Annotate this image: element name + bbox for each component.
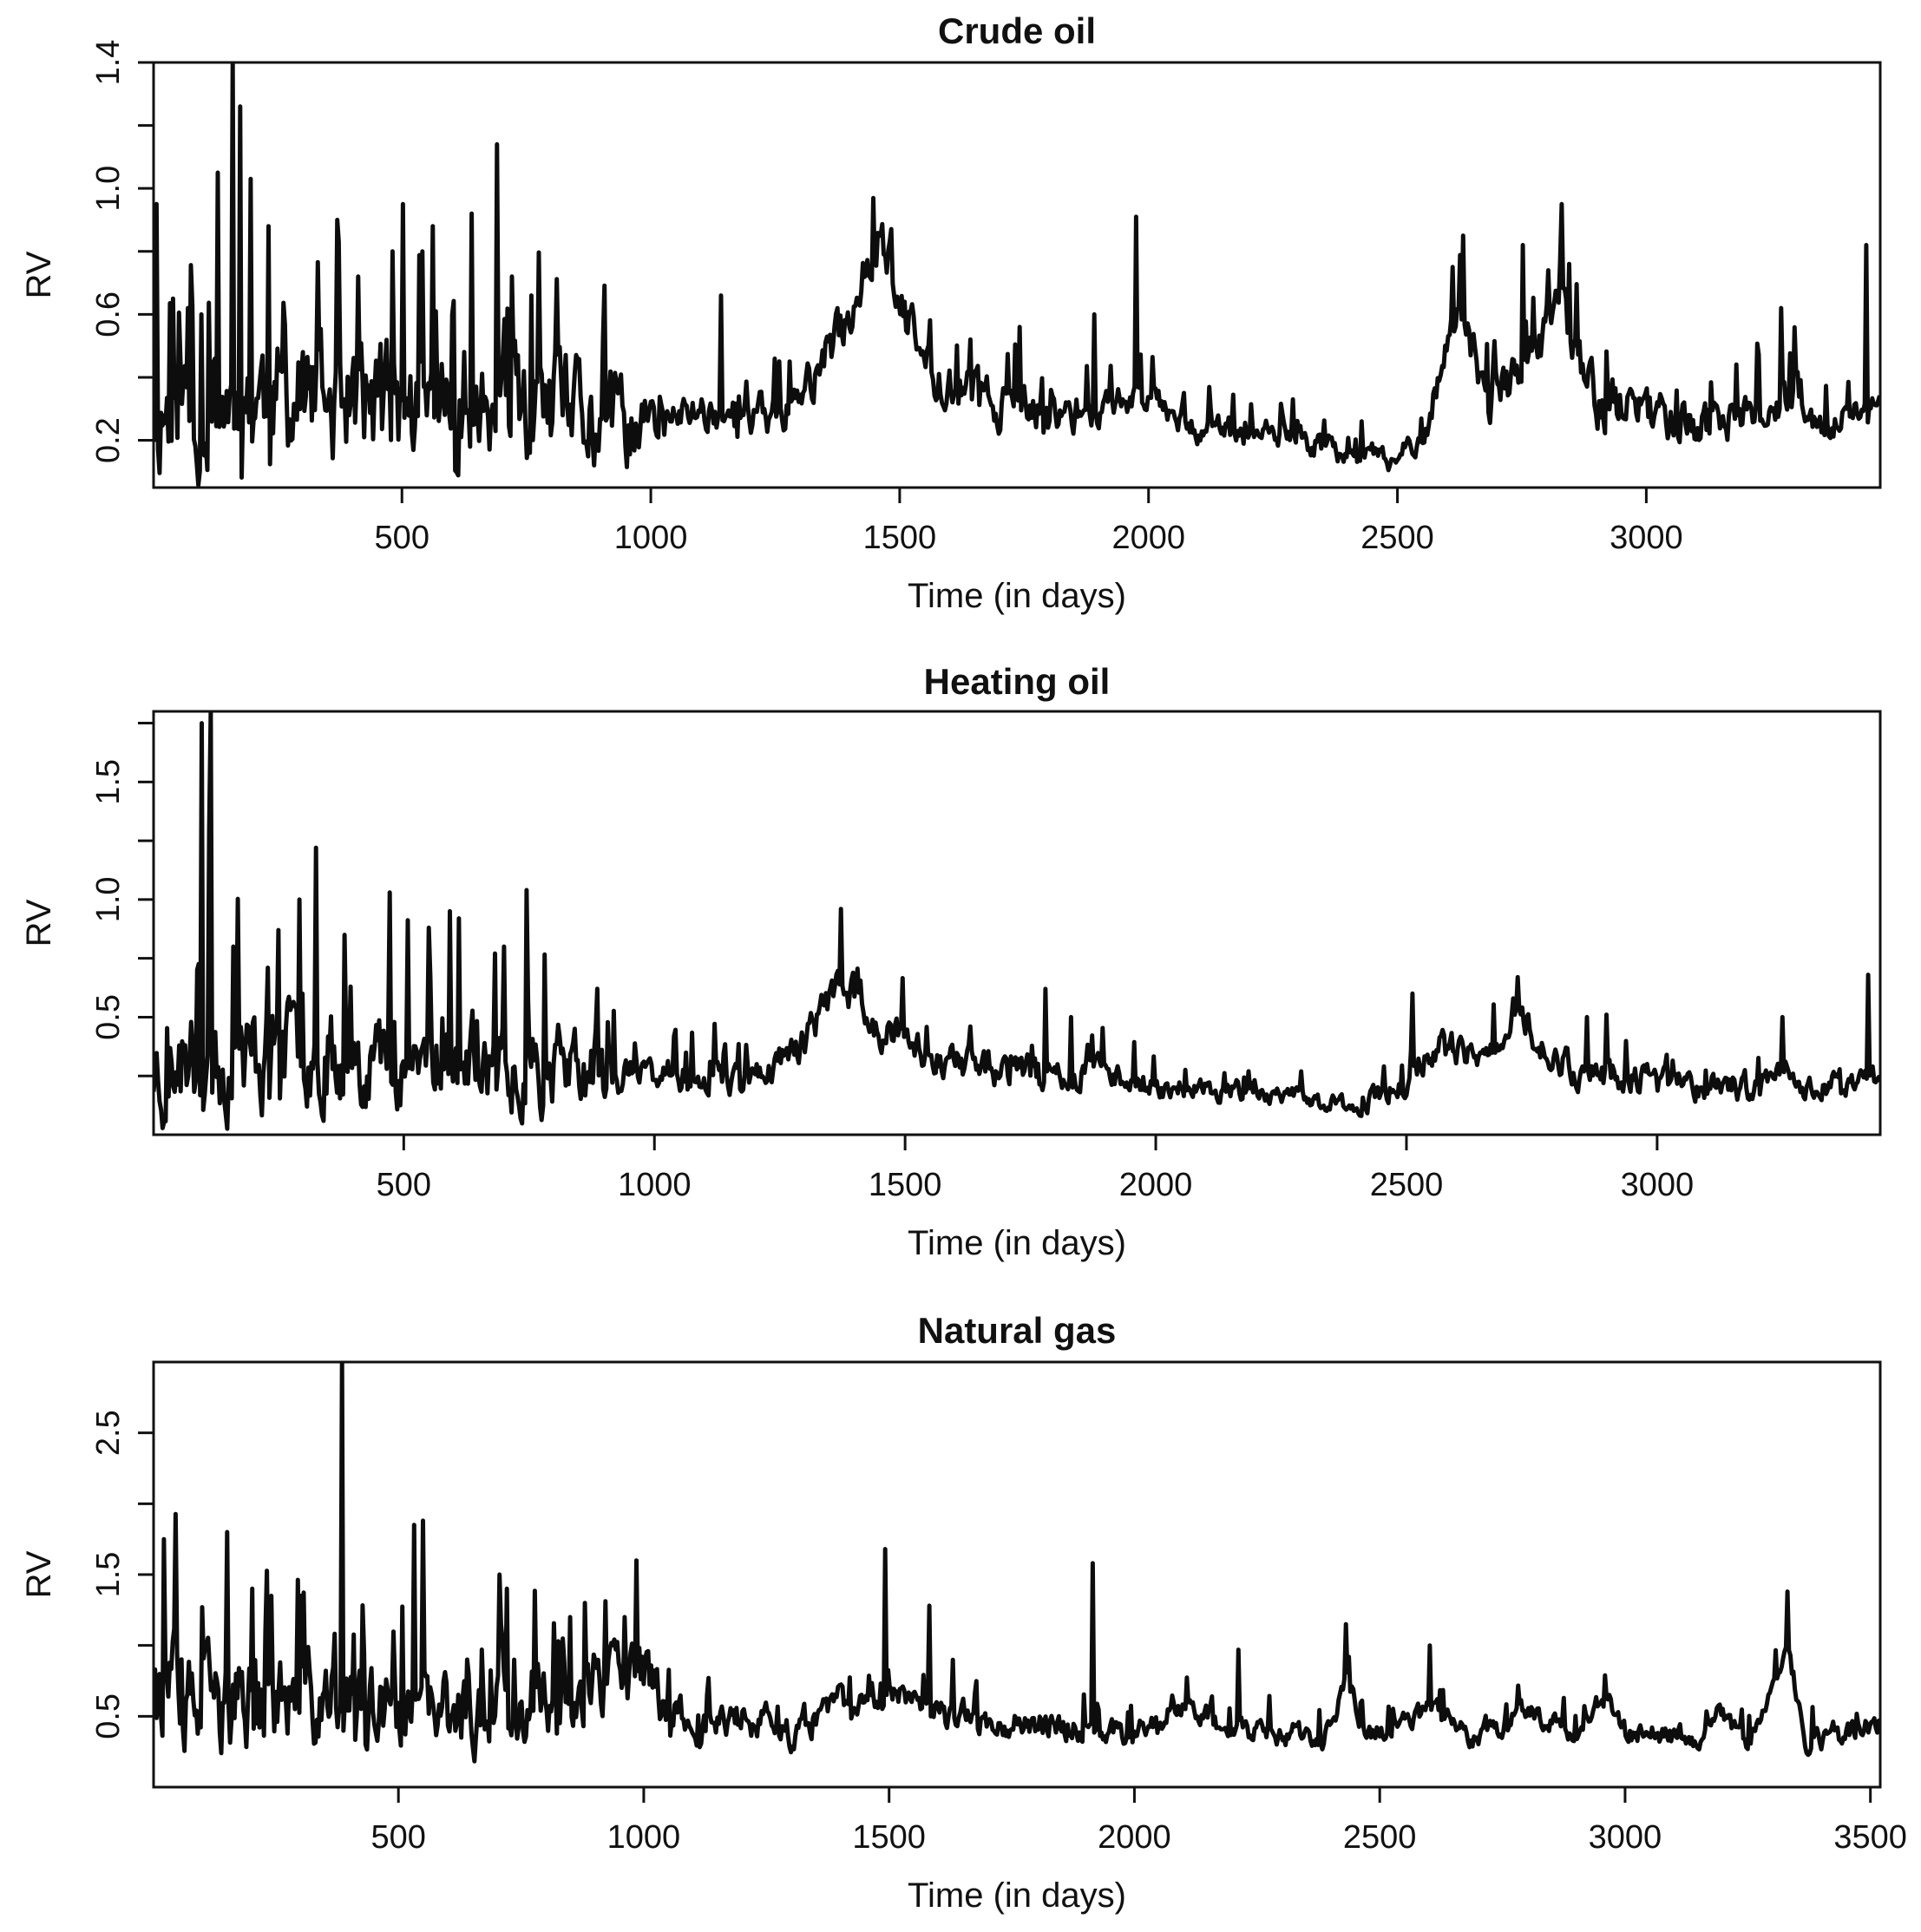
x-tick-label: 2500 — [1360, 520, 1434, 556]
x-tick-label: 500 — [377, 1167, 431, 1203]
x-tick-label: 1500 — [869, 1167, 942, 1203]
x-tick-label: 3500 — [1833, 1819, 1907, 1856]
series-line — [154, 62, 1880, 488]
x-axis-label: Time (in days) — [908, 1876, 1126, 1915]
x-tick-label: 1000 — [614, 520, 688, 556]
y-axis-label: RV — [20, 899, 58, 946]
x-tick-label: 3000 — [1621, 1167, 1695, 1203]
x-tick-label: 2000 — [1119, 1167, 1193, 1203]
x-tick-label: 1000 — [607, 1819, 681, 1856]
chart-title: Crude oil — [938, 10, 1096, 51]
x-axis-label: Time (in days) — [908, 1224, 1126, 1262]
chart-panel-crude-oil: Crude oil 500 1000 1500 2000 2500 3000 0.2 0.6 1.… — [20, 10, 1882, 615]
x-tick-label: 3000 — [1589, 1819, 1662, 1856]
chart-title: Natural gas — [918, 1310, 1117, 1351]
y-tick-label: 1.4 — [90, 40, 127, 86]
x-tick-label: 500 — [370, 1819, 425, 1856]
chart-panel-heating-oil: Heating oil 500 1000 1500 2000 2500 3000 0.5 1.0… — [20, 661, 1882, 1262]
y-tick-label: 0.6 — [90, 291, 127, 337]
plot-frame — [152, 710, 1882, 1136]
y-axis-label: RV — [20, 1550, 58, 1598]
y-tick-label: 0.5 — [90, 994, 127, 1040]
x-tick-label: 1000 — [618, 1167, 692, 1203]
y-tick-label: 1.5 — [90, 1552, 127, 1598]
y-tick-label: 2.5 — [90, 1410, 127, 1456]
series-line — [154, 1362, 1880, 1764]
x-tick-label: 1500 — [863, 520, 937, 556]
plot-frame — [152, 61, 1882, 489]
series-line — [154, 711, 1880, 1131]
x-tick-label: 2500 — [1343, 1819, 1417, 1856]
x-tick-label: 2000 — [1111, 520, 1185, 556]
y-tick-label: 0.2 — [90, 417, 127, 463]
x-tick-label: 1500 — [852, 1819, 926, 1856]
y-tick-label: 1.0 — [90, 876, 127, 922]
y-tick-label: 1.5 — [90, 759, 127, 805]
y-tick-label: 0.5 — [90, 1693, 127, 1739]
x-tick-label: 3000 — [1610, 520, 1683, 556]
x-axis-label: Time (in days) — [908, 577, 1126, 615]
chart-title: Heating oil — [924, 661, 1111, 702]
x-tick-label: 2500 — [1370, 1167, 1444, 1203]
x-tick-label: 500 — [375, 520, 429, 556]
chart-panel-natural-gas: Natural gas 500 1000 1500 2000 2500 3000 3500 0.… — [20, 1310, 1907, 1915]
y-tick-label: 1.0 — [90, 166, 127, 212]
y-axis-label: RV — [20, 251, 58, 298]
x-tick-label: 2000 — [1098, 1819, 1171, 1856]
